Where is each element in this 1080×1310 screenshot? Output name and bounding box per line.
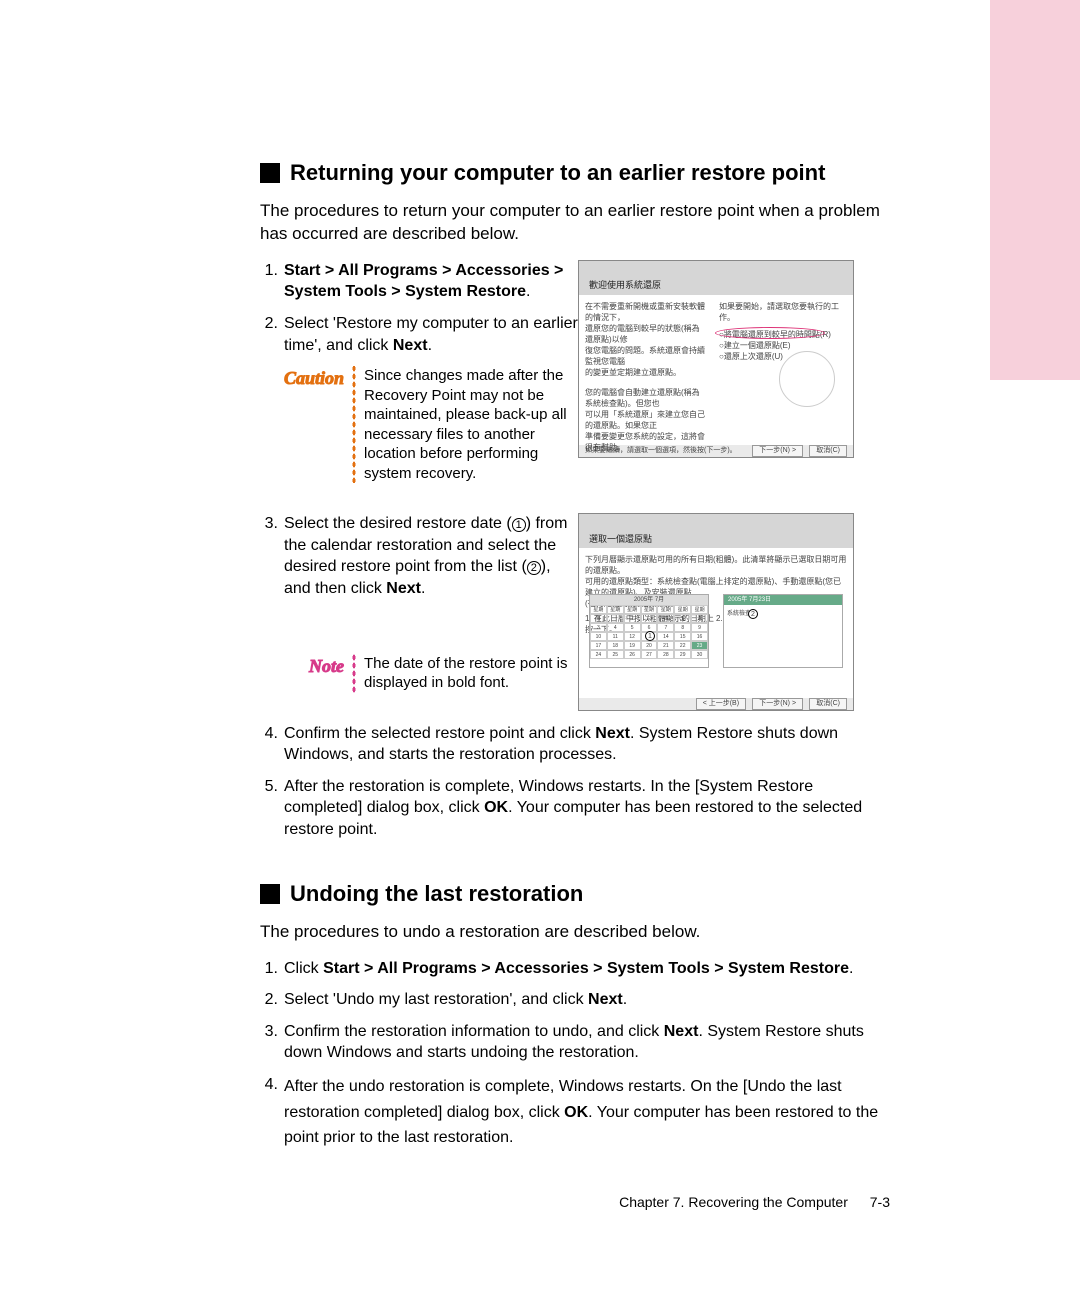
page-footer: Chapter 7. Recovering the Computer 7-3 <box>619 1194 890 1210</box>
section-2-title-text: Undoing the last restoration <box>290 881 583 907</box>
next-button: 下一步(N) > <box>752 698 803 710</box>
step-number: 2. <box>260 989 284 1011</box>
step-number: 5. <box>260 776 284 841</box>
s2-step-4: 4. After the undo restoration is complet… <box>260 1074 890 1151</box>
note-box: Note The date of the restore point is di… <box>260 654 578 693</box>
chapter-label: Chapter 7. Recovering the Computer <box>619 1194 848 1210</box>
s1-step-5: 5. After the restoration is complete, Wi… <box>260 776 890 841</box>
chapter-color-tab <box>990 0 1080 380</box>
s2-step-3: 3. Confirm the restoration information t… <box>260 1021 890 1064</box>
section-1-title: Returning your computer to an earlier re… <box>260 160 890 186</box>
section-1-intro: The procedures to return your computer t… <box>260 200 890 246</box>
s1-step-2: 2. Select 'Restore my computer to an ear… <box>260 313 578 356</box>
calendar-widget: 2005年 7月 星期日星期一星期二星期三星期四星期五星期六 12 345678… <box>589 594 709 668</box>
restore-point-list: 2005年 7月23日 系統檢查點 2 <box>723 594 843 668</box>
circled-1: 1 <box>512 518 526 532</box>
screenshot-select-restore-point: 選取一個還原點 下列月曆顯示還原點可用的所有日期(粗體)。此清單將顯示已選取日期… <box>578 513 854 711</box>
section-2-title: Undoing the last restoration <box>260 881 890 907</box>
cancel-button: 取消(C) <box>809 445 847 457</box>
s2-step-2: 2. Select 'Undo my last restoration', an… <box>260 989 890 1011</box>
cancel-button: 取消(C) <box>809 698 847 710</box>
step-number: 3. <box>260 513 284 599</box>
prev-button: < 上一步(B) <box>696 698 746 710</box>
bullet-square-icon <box>260 163 280 183</box>
s2-step-1: 1. Click Start > All Programs > Accessor… <box>260 958 890 980</box>
step-number: 3. <box>260 1021 284 1064</box>
s1-step-4: 4. Confirm the selected restore point an… <box>260 723 890 766</box>
section-2-intro: The procedures to undo a restoration are… <box>260 921 890 944</box>
caution-text: Since changes made after the Recovery Po… <box>358 366 578 483</box>
step-number: 2. <box>260 313 284 356</box>
step-number: 4. <box>260 723 284 766</box>
step-number: 1. <box>260 958 284 980</box>
screenshot-system-restore-welcome: 歡迎使用系統還原 在不需要重新開機或重新安裝軟體的情況下， 還原您的電腦到較早的… <box>578 260 854 458</box>
dotted-divider <box>350 654 358 693</box>
s1-step-3: 3. Select the desired restore date (1) f… <box>260 513 578 599</box>
caution-badge: Caution <box>284 368 344 388</box>
note-badge: Note <box>309 656 344 676</box>
highlight-ellipse <box>715 327 825 339</box>
step-number: 4. <box>260 1074 284 1151</box>
section-1-title-text: Returning your computer to an earlier re… <box>290 160 825 186</box>
next-button: 下一步(N) > <box>752 445 803 457</box>
note-text: The date of the restore point is display… <box>358 654 578 693</box>
page-content: Returning your computer to an earlier re… <box>260 160 890 1161</box>
s1-step-1: 1. Start > All Programs > Accessories > … <box>260 260 578 303</box>
step-number: 1. <box>260 260 284 303</box>
circled-2: 2 <box>527 561 541 575</box>
page-number: 7-3 <box>870 1194 890 1210</box>
step-1-path: Start > All Programs > Accessories > Sys… <box>284 262 563 301</box>
dotted-divider <box>350 366 358 483</box>
bullet-square-icon <box>260 884 280 904</box>
caution-box: Caution Since changes made after the Rec… <box>260 366 578 483</box>
clock-icon <box>779 351 835 407</box>
